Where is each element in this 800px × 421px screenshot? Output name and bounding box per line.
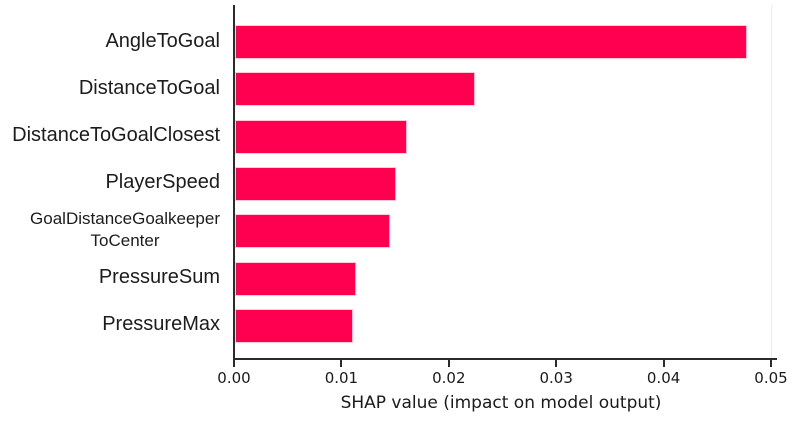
- bar-2: [235, 120, 407, 154]
- category-label-2: DistanceToGoalClosest: [12, 124, 220, 146]
- x-tick-label-0: 0.00: [217, 369, 251, 387]
- x-tick-label-5: 0.05: [754, 369, 788, 387]
- bar-4: [235, 214, 390, 248]
- x-tick-mark-5: [770, 360, 772, 367]
- x-tick-label-3: 0.03: [539, 369, 573, 387]
- category-label-6: PressureMax: [102, 313, 220, 335]
- category-label-3: PlayerSpeed: [105, 171, 220, 193]
- x-tick-mark-3: [555, 360, 558, 367]
- x-tick-mark-0: [233, 360, 235, 367]
- x-axis-title: SHAP value (impact on model output): [340, 393, 662, 413]
- x-axis-line: [233, 358, 777, 360]
- right-edge-faint-line: [771, 5, 772, 358]
- bar-3: [235, 167, 396, 201]
- bar-0: [235, 25, 747, 59]
- x-tick-label-1: 0.01: [324, 369, 359, 387]
- bar-1: [235, 72, 475, 106]
- category-label-5: PressureSum: [98, 266, 220, 288]
- category-label-4: GoalDistanceGoalkeeper ToCenter: [30, 209, 220, 250]
- bar-6: [235, 309, 353, 343]
- x-tick-label-4: 0.04: [646, 369, 681, 387]
- x-tick-mark-1: [340, 360, 343, 367]
- category-label-1: DistanceToGoal: [78, 77, 220, 99]
- category-label-0: AngleToGoal: [105, 30, 220, 52]
- x-tick-mark-4: [662, 360, 665, 367]
- y-axis-spine: [233, 5, 235, 360]
- x-tick-mark-2: [447, 360, 450, 367]
- x-tick-label-2: 0.02: [432, 369, 466, 387]
- bar-5: [235, 262, 356, 296]
